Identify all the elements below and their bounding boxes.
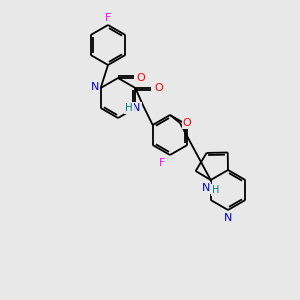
Text: O: O: [183, 118, 191, 128]
Text: N: N: [224, 213, 232, 223]
Text: N: N: [91, 82, 99, 92]
Text: O: O: [154, 83, 163, 93]
Text: F: F: [159, 158, 165, 168]
Text: N: N: [202, 183, 210, 193]
Text: N: N: [132, 103, 140, 113]
Text: O: O: [136, 73, 146, 83]
Text: H: H: [125, 103, 133, 113]
Text: F: F: [105, 13, 111, 23]
Text: H: H: [212, 185, 219, 195]
